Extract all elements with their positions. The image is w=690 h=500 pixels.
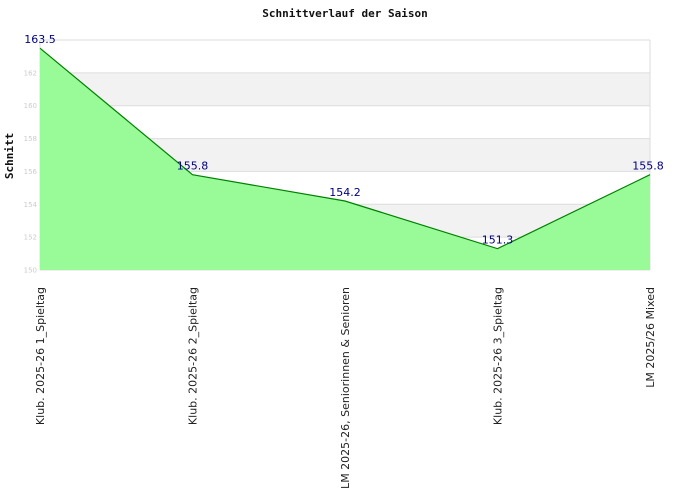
y-axis-label: Schnitt [3,133,16,179]
data-label: 151.3 [482,234,514,247]
y-tick-label: 158 [24,135,37,143]
grid-band [40,40,650,73]
area-fill [40,48,650,270]
data-label: 155.8 [632,160,664,173]
y-tick-label: 150 [24,267,37,275]
y-tick-label: 162 [24,69,37,77]
y-axis-ticks: 150 152 154 156 158 160 162 [24,69,38,274]
x-axis-ticks: Klub. 2025-26 1_Spieltag Klub. 2025-26 2_… [34,287,657,489]
y-tick-label: 156 [24,168,38,176]
x-tick-label: Klub. 2025-26 1_Spieltag [34,287,47,425]
x-tick-label: Klub. 2025-26 3_Spieltag [492,287,505,425]
y-tick-label: 152 [24,234,37,242]
x-tick-label: LM 2025-26, Seniorinnen & Senioren [339,287,352,489]
y-tick-label: 154 [24,201,38,209]
x-tick-label: Klub. 2025-26 2_Spieltag [187,287,200,425]
data-label: 154.2 [329,186,361,199]
data-labels: 163.5 155.8 154.2 151.3 155.8 [24,33,664,246]
chart-title: Schnittverlauf der Saison [262,7,428,20]
x-tick-label: LM 2025/26 Mixed [644,287,657,388]
data-label: 163.5 [24,33,56,46]
data-label: 155.8 [177,160,209,173]
y-tick-label: 160 [24,102,37,110]
grid-band [40,72,650,106]
series-line [39,47,651,250]
